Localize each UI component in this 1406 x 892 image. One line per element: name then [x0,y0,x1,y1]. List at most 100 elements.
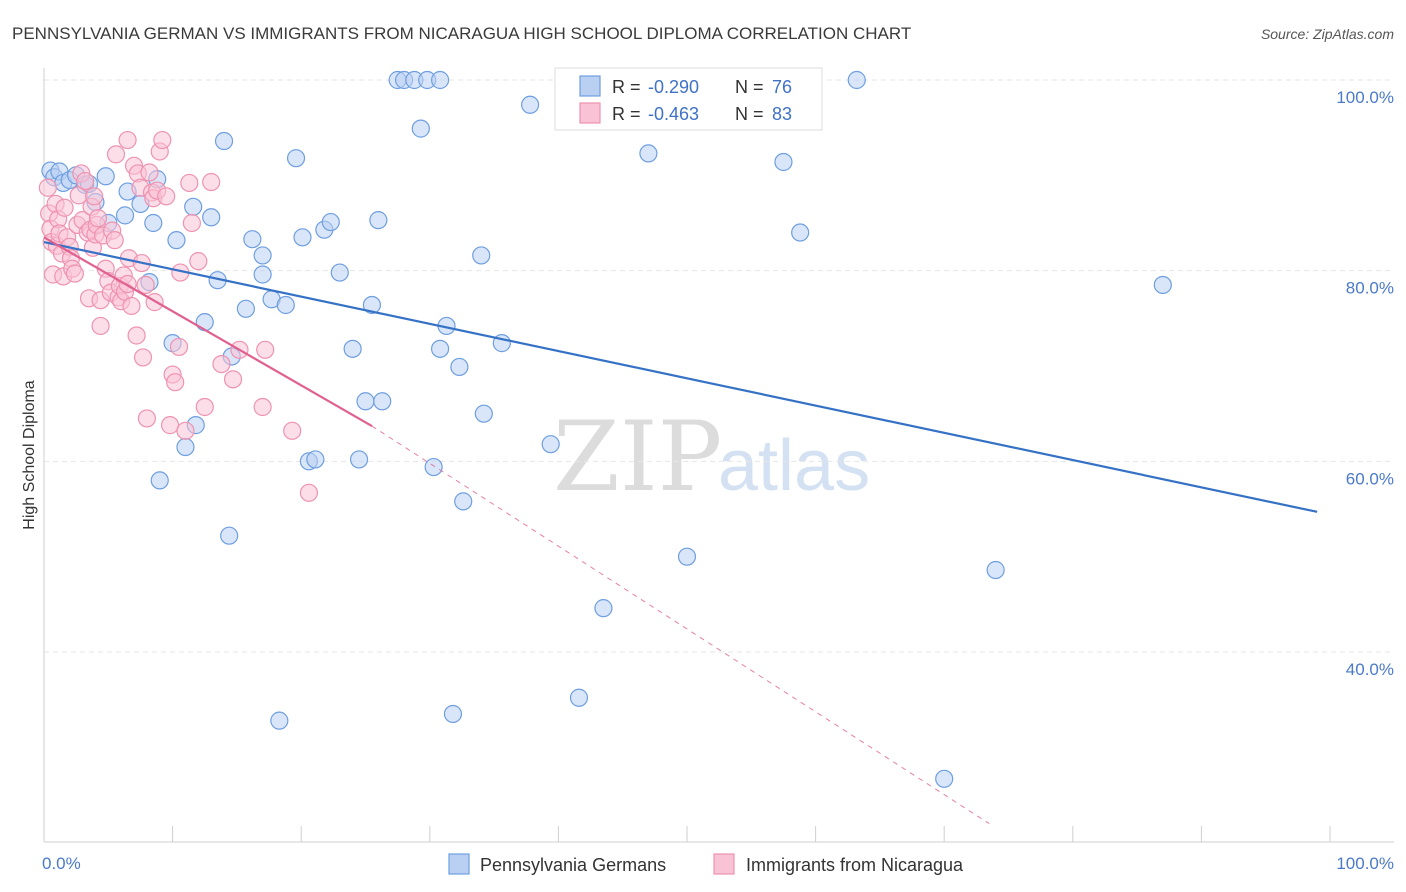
point-nicaragua-64 [157,187,176,206]
point-pennsylvania-germans-12 [115,206,135,225]
point-nicaragua-67 [166,373,185,392]
y-axis-title: High School Diploma [21,380,38,530]
point-pennsylvania-germans-67 [594,599,613,618]
series-pennsylvania-germans-points [41,70,1172,788]
point-nicaragua-16 [65,264,84,283]
point-pennsylvania-germans-56 [430,339,450,358]
point-nicaragua-38 [105,231,124,250]
point-pennsylvania-germans-17 [167,231,186,250]
point-nicaragua-21 [76,171,95,191]
point-nicaragua-73 [195,397,214,417]
point-nicaragua-80 [283,421,302,440]
point-nicaragua-78 [253,397,272,417]
point-pennsylvania-germans-30 [243,230,262,249]
point-nicaragua-72 [189,252,208,271]
stats-legend: R = -0.290 N = 76 R = -0.463 N = 83 [554,67,823,131]
point-pennsylvania-germans-69 [677,547,697,566]
chart-title: PENNSYLVANIA GERMAN VS IMMIGRANTS FROM N… [12,24,911,43]
point-pennsylvania-germans-64 [521,95,540,114]
point-pennsylvania-germans-42 [330,263,349,282]
point-pennsylvania-germans-24 [202,208,221,227]
source-label: Source: ZipAtlas.com [1261,26,1394,42]
series-legend: Pennsylvania Germans Immigrants from Nic… [448,853,964,875]
point-pennsylvania-germans-66 [569,688,589,707]
stats-n-value-0: 76 [772,77,792,97]
stats-legend-swatch-pink [579,102,601,124]
point-pennsylvania-germans-43 [343,339,362,358]
point-pennsylvania-germans-70 [774,152,793,172]
trend-line-pennsylvania-germans [43,240,1318,513]
point-pennsylvania-germans-47 [369,211,388,230]
gridlines [44,79,1394,653]
point-pennsylvania-germans-28 [220,526,239,545]
point-nicaragua-32 [91,316,110,336]
point-nicaragua-71 [180,173,199,193]
point-nicaragua-55 [136,275,155,295]
point-nicaragua-81 [299,483,319,502]
point-nicaragua-82 [182,213,201,233]
legend-label-nicaragua: Immigrants from Nicaragua [746,855,964,875]
x-tick-label-right: 100.0% [1336,854,1394,873]
point-pennsylvania-germans-19 [150,471,169,490]
point-pennsylvania-germans-26 [214,131,234,151]
point-pennsylvania-germans-41 [321,212,340,232]
point-pennsylvania-germans-32 [253,265,272,284]
stats-r-value-1: -0.463 [648,104,699,124]
stats-r-label-1: R = [612,104,641,124]
x-tick-label-left: 0.0% [42,854,81,873]
y-tick-labels: 100.0% 80.0% 60.0% 40.0% [1336,88,1394,679]
point-nicaragua-74 [202,172,221,192]
y-tick-label-0: 100.0% [1336,88,1394,107]
point-pennsylvania-germans-48 [373,392,392,411]
point-pennsylvania-germans-9 [96,167,115,186]
point-pennsylvania-germans-75 [1153,275,1172,295]
point-pennsylvania-germans-46 [362,295,382,315]
point-pennsylvania-germans-20 [176,437,195,457]
point-pennsylvania-germans-34 [270,711,289,730]
point-pennsylvania-germans-58 [443,704,463,724]
legend-swatch-nicaragua [713,853,735,875]
stats-r-label-0: R = [612,77,641,97]
point-pennsylvania-germans-23 [195,313,214,332]
point-nicaragua-50 [127,326,146,345]
y-tick-label-2: 60.0% [1346,469,1394,488]
point-pennsylvania-germans-73 [935,769,954,788]
point-pennsylvania-germans-37 [293,228,312,247]
stats-legend-swatch-blue [579,75,601,97]
point-nicaragua-65 [160,416,180,435]
point-nicaragua-76 [223,370,243,389]
point-pennsylvania-germans-36 [286,149,306,168]
axes [43,68,1394,843]
point-nicaragua-11 [55,198,74,217]
legend-label-pennsylvania-germans: Pennsylvania Germans [480,855,666,875]
point-nicaragua-56 [137,409,156,428]
point-nicaragua-0 [38,178,57,197]
point-pennsylvania-germans-68 [639,144,658,163]
watermark-atlas: atlas [718,426,870,506]
point-pennsylvania-germans-60 [454,492,473,511]
point-nicaragua-68 [169,337,189,357]
point-pennsylvania-germans-55 [430,70,450,90]
point-nicaragua-79 [256,340,275,359]
legend-swatch-pennsylvania-germans [448,853,470,875]
watermark-zip: ZIP [553,401,722,513]
point-nicaragua-46 [118,130,137,150]
point-nicaragua-39 [106,145,126,164]
point-pennsylvania-germans-65 [541,435,560,454]
y-tick-label-3: 40.0% [1346,660,1394,679]
point-pennsylvania-germans-74 [986,560,1005,580]
point-pennsylvania-germans-15 [144,213,163,233]
point-pennsylvania-germans-52 [411,119,430,138]
stats-n-label-0: N = [735,77,764,97]
trend-lines [43,236,1318,825]
trend-line-nicaragua [43,236,373,428]
zipatlas-watermark: ZIP atlas [553,401,870,513]
y-tick-label-1: 80.0% [1346,279,1394,298]
point-pennsylvania-germans-44 [349,450,369,469]
point-pennsylvania-germans-39 [306,450,325,469]
point-nicaragua-27 [85,187,104,206]
point-pennsylvania-germans-45 [356,392,375,411]
point-pennsylvania-germans-61 [472,246,491,265]
point-pennsylvania-germans-54 [424,457,443,477]
